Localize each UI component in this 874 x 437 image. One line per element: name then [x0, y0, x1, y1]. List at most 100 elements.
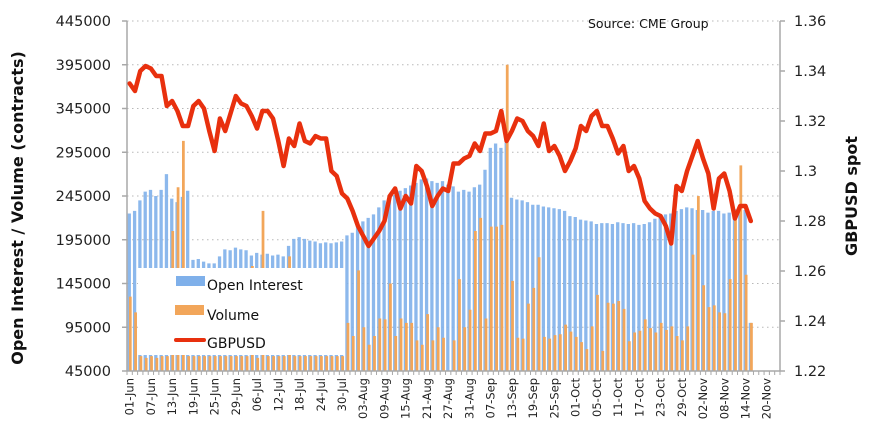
x-tick-label: 25-Jun: [208, 378, 222, 415]
right-axis-ticks: 1.22 1.24 1.26 1.28 1.3 1.32 1.34 1.36: [780, 14, 826, 380]
volume-bar: [500, 224, 504, 372]
x-tick-label: 15-Aug: [399, 378, 413, 419]
volume-bar: [436, 327, 440, 371]
right-tick-label: 1.28: [794, 214, 826, 230]
x-tick-label: 23-Oct: [654, 378, 668, 417]
volume-bar: [182, 140, 185, 372]
left-tick-label: 195000: [56, 233, 111, 249]
x-tick-label: 24-Jul: [314, 378, 328, 411]
gbpusd-line: [127, 63, 754, 249]
volume-bar: [696, 196, 700, 371]
left-axis-title: Open Interest / Volume (contracts): [8, 51, 27, 365]
volume-bar: [702, 285, 706, 371]
volume-bar: [734, 217, 737, 372]
open-interest-bar: [419, 179, 423, 372]
gbpusd-line-layer: [127, 63, 754, 249]
x-tick-label: 12-Jul: [271, 378, 285, 411]
volume-bar: [516, 337, 520, 371]
volume-bar: [654, 332, 658, 371]
volume-bar: [543, 336, 546, 372]
volume-bar: [739, 165, 743, 372]
x-tick-label: 30-Jul: [335, 378, 349, 411]
volume-bar: [160, 356, 164, 372]
x-tick-label: 03-Aug: [356, 378, 370, 419]
volume-bar: [590, 326, 594, 372]
volume-bar: [612, 303, 615, 372]
left-tick-label: 95000: [65, 320, 111, 336]
volume-bar: [463, 327, 467, 371]
right-tick-label: 1.34: [794, 64, 826, 80]
open-interest-bar: [658, 217, 662, 371]
open-interest-bar: [589, 221, 593, 372]
volume-bar: [750, 322, 753, 372]
open-interest-bar: [605, 223, 609, 372]
open-interest-bar: [679, 209, 684, 372]
volume-bar: [712, 305, 716, 372]
volume-bar: [213, 356, 217, 372]
x-tick-label: 13-Sep: [505, 378, 519, 418]
volume-bar: [707, 307, 711, 372]
volume-bar: [691, 254, 695, 372]
open-interest-bar: [531, 204, 535, 371]
volume-bar: [564, 324, 567, 372]
open-interest-bar: [685, 207, 689, 372]
volume-bar: [574, 336, 578, 372]
open-interest-bar: [562, 210, 567, 372]
volume-bar: [633, 332, 637, 371]
open-interest-bar: [711, 210, 715, 372]
volume-bar: [665, 329, 668, 372]
open-interest-bar: [706, 212, 710, 372]
right-tick-label: 1.24: [794, 314, 826, 330]
open-interest-bar: [557, 209, 561, 372]
open-interest-bar: [467, 191, 471, 371]
volume-bar: [686, 326, 690, 372]
volume-bar: [484, 318, 488, 371]
x-tick-label: 31-Aug: [462, 378, 476, 419]
volume-bar: [357, 270, 360, 372]
volume-bar: [675, 336, 679, 371]
open-interest-bar: [451, 186, 455, 372]
volume-bar: [505, 64, 509, 371]
volume-bar: [606, 302, 610, 371]
volume-bar: [197, 356, 201, 372]
right-tick-label: 1.3: [794, 164, 817, 180]
open-interest-bar: [621, 223, 625, 372]
legend-label-gbpusd: GBPUSD: [207, 336, 266, 352]
open-interest-bar: [440, 181, 445, 372]
volume-bar: [298, 356, 302, 372]
x-tick-label: 13-Jun: [165, 378, 179, 415]
volume-bar: [420, 344, 424, 371]
right-tick-label: 1.26: [794, 264, 826, 280]
open-interest-bar: [371, 214, 376, 372]
volume-bar: [431, 340, 435, 372]
volume-bar: [643, 319, 647, 372]
right-tick-label: 1.36: [794, 14, 826, 30]
open-interest-bar: [132, 210, 137, 372]
volume-bar: [426, 314, 429, 372]
volume-bar: [378, 318, 382, 371]
volume-bar: [394, 336, 398, 371]
x-tick-label: 07-Jun: [144, 378, 158, 415]
x-tick-label: 27-Aug: [441, 378, 455, 419]
open-interest-bar: [716, 210, 721, 372]
volume-bar: [585, 349, 589, 372]
volume-bar: [527, 303, 530, 372]
x-tick-label: 19-Jun: [186, 378, 200, 415]
volume-bar: [166, 356, 169, 372]
open-interest-bar: [409, 185, 413, 371]
volume-bar: [304, 356, 307, 372]
volume-bar: [203, 356, 206, 372]
open-interest-bar: [515, 199, 519, 371]
open-interest-bar: [127, 213, 131, 371]
open-interest-bar: [547, 207, 551, 372]
volume-bar: [144, 357, 148, 372]
open-interest-bar: [435, 182, 439, 372]
volume-bar: [277, 356, 281, 372]
open-interest-bar: [584, 220, 588, 371]
legend-swatch-volume: [175, 305, 204, 315]
volume-bar: [580, 342, 583, 372]
open-interest-bar: [568, 216, 572, 372]
volume-bar: [351, 336, 355, 371]
volume-bar: [511, 280, 514, 372]
volume-bar: [723, 313, 727, 371]
